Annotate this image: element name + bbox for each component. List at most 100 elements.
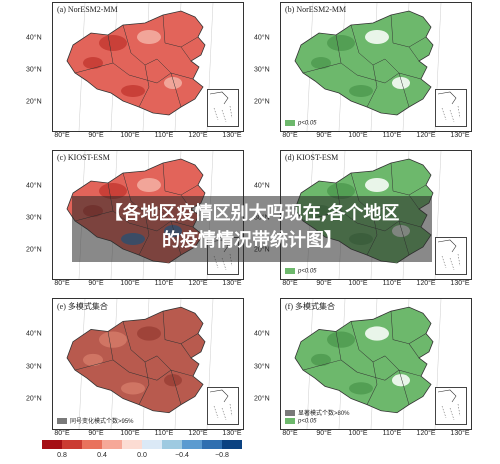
x-tick-label: 130°E: [450, 430, 470, 437]
china-map: [66, 299, 214, 429]
value-patch: [365, 30, 389, 44]
value-patch: [327, 35, 355, 51]
value-patch: [327, 183, 355, 199]
province-border: [162, 14, 199, 48]
y-tick-label: 30°N: [26, 363, 42, 371]
banner-line-1: 【各地区疫情区别大吗现在,各个地区: [104, 203, 400, 224]
legend-swatch: [285, 268, 295, 275]
x-tick-label: 130°E: [222, 132, 242, 139]
x-tick-label: 120°E: [416, 430, 436, 437]
china-shape: [66, 306, 206, 414]
value-patch: [137, 178, 161, 192]
legend-swatch: [57, 418, 67, 425]
x-tick-label: 90°E: [88, 280, 104, 287]
x-tick-label: 130°E: [222, 430, 242, 437]
south-china-sea-inset: [207, 387, 239, 425]
value-patch: [137, 30, 161, 44]
province-border: [128, 369, 172, 381]
china-map: [294, 299, 442, 429]
panel-title: (d) KIOST-ESM: [285, 153, 339, 162]
province-border: [122, 24, 158, 66]
value-patch: [99, 35, 127, 51]
province-border: [366, 361, 378, 405]
province-border: [180, 46, 192, 62]
value-patch: [392, 77, 410, 89]
y-tick-label: 30°N: [26, 66, 42, 74]
panel-legend-2: p<0.05: [285, 418, 317, 425]
colorbar-segment: [182, 440, 202, 449]
x-tick-label: 80°E: [282, 132, 298, 139]
colorbar-segment: [222, 440, 242, 449]
province-border: [408, 46, 420, 62]
province-border: [398, 369, 422, 377]
x-tick-label: 120°E: [416, 280, 436, 287]
panel-legend: p<0.05: [285, 120, 317, 127]
value-patch: [327, 331, 355, 348]
x-tick-label: 110°E: [154, 430, 174, 437]
x-tick-label: 90°E: [316, 430, 332, 437]
x-tick-label: 80°E: [54, 430, 70, 437]
province-border: [74, 62, 114, 74]
x-tick-label: 120°E: [416, 132, 436, 139]
south-china-sea-inset: [435, 387, 467, 425]
y-tick-label: 20°N: [26, 98, 42, 106]
panel-legend: p<0.05: [285, 268, 317, 275]
colorbar-tick-label: 0.0: [137, 452, 147, 459]
value-patch: [349, 382, 373, 395]
value-patch: [121, 85, 145, 97]
province-border: [302, 62, 342, 74]
value-patch: [164, 374, 182, 387]
value-patch: [365, 326, 389, 341]
china-shape: [294, 306, 434, 414]
value-patch: [99, 183, 127, 199]
y-tick-label: 20°N: [26, 246, 42, 254]
panel-title: (b) NorESM2-MM: [285, 5, 347, 14]
x-tick-label: 110°E: [382, 280, 402, 287]
colorbar-tick-label: 0.8: [57, 452, 67, 459]
x-tick-label: 80°E: [282, 280, 298, 287]
colorbar: [42, 440, 242, 449]
x-tick-label: 80°E: [54, 280, 70, 287]
china-map: [66, 3, 214, 131]
colorbar-tick-label: 0.4: [97, 452, 107, 459]
province-border: [138, 64, 150, 108]
x-tick-label: 80°E: [282, 430, 298, 437]
x-tick-label: 100°E: [348, 132, 368, 139]
province-border: [170, 72, 194, 80]
x-tick-label: 90°E: [316, 280, 332, 287]
map-panel-6: (f) 多模式集合显著模式个数>80% p<0.05: [280, 298, 472, 430]
china-shape: [294, 10, 434, 116]
x-tick-label: 110°E: [154, 280, 174, 287]
value-patch: [311, 57, 331, 69]
province-border: [390, 162, 427, 196]
banner-line-2: 的疫情情况带统计图】: [162, 230, 342, 251]
x-tick-label: 130°E: [222, 280, 242, 287]
province-border: [408, 343, 420, 359]
china-map: [294, 3, 442, 131]
x-tick-label: 100°E: [120, 280, 140, 287]
province-border: [128, 72, 172, 84]
province-border: [138, 361, 150, 405]
province-border: [162, 311, 199, 344]
x-tick-label: 110°E: [382, 132, 402, 139]
province-border: [390, 14, 427, 48]
province-border: [162, 162, 199, 196]
y-tick-label: 30°N: [26, 214, 42, 222]
province-border: [356, 72, 400, 84]
province-border: [350, 321, 386, 363]
map-panel-2: (b) NorESM2-MM p<0.05: [280, 2, 472, 132]
south-china-sea-inset: [435, 89, 467, 127]
map-panel-1: (a) NorESM2-MM: [52, 2, 244, 132]
province-border: [122, 321, 158, 363]
panel-title: (c) KIOST-ESM: [57, 153, 110, 162]
panel-title: (f) 多模式集合: [285, 302, 335, 311]
south-china-sea-inset: [207, 89, 239, 127]
x-tick-label: 100°E: [120, 132, 140, 139]
province-border: [74, 359, 114, 371]
south-china-sea-inset: [435, 237, 467, 275]
province-border: [390, 311, 427, 344]
x-tick-label: 120°E: [188, 132, 208, 139]
panel-legend: 显著模式个数>80%: [285, 408, 350, 417]
province-border: [398, 72, 422, 80]
province-border: [366, 64, 378, 108]
